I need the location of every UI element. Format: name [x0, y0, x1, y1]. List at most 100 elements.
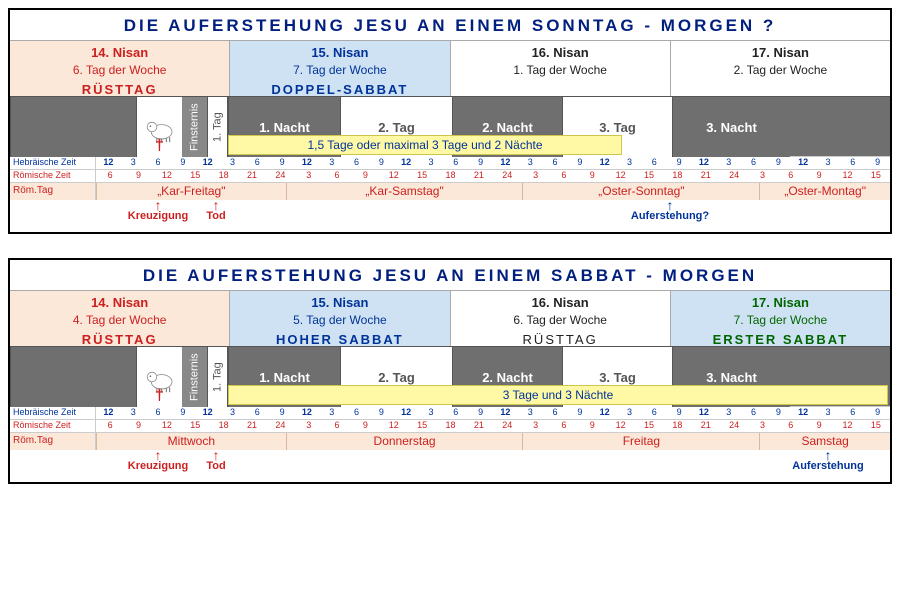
arrow-up-icon: ↑: [128, 200, 189, 210]
time-row-label: Römische Zeit: [10, 170, 96, 182]
time-cell: 6: [146, 407, 171, 419]
roem-tag-row: Röm.Tag„Kar-Freitag"„Kar-Samstag"„Oster-…: [10, 182, 890, 200]
nisan-date: 17. Nisan: [671, 294, 890, 312]
days-header: 14. Nisan 4. Tag der Woche RÜSTTAG15. Ni…: [10, 290, 890, 346]
event-marker: ↑Auferstehung: [792, 450, 864, 472]
nisan-date: 15. Nisan: [230, 44, 449, 62]
time-cell: 24: [720, 420, 748, 432]
event-marker: ↑Tod: [206, 200, 225, 222]
weekday-sub: 4. Tag der Woche: [10, 312, 229, 329]
time-cell: 9: [667, 407, 692, 419]
marker-row: ↑Kreuzigung↑Tod↑Auferstehung?: [10, 200, 890, 232]
time-cell: 24: [266, 170, 294, 182]
time-cell: 9: [351, 170, 379, 182]
timeline-panel: DIE AUFERSTEHUNG JESU AN EINEM SONNTAG -…: [8, 8, 892, 234]
time-cell: 12: [295, 407, 320, 419]
marker-label: Tod: [206, 210, 225, 222]
time-cell: 3: [518, 157, 543, 169]
time-cell: 9: [468, 407, 493, 419]
weekday-sub: 1. Tag der Woche: [451, 62, 670, 79]
time-cell: 6: [840, 157, 865, 169]
time-cell: 3: [319, 407, 344, 419]
time-cell: 3: [617, 157, 642, 169]
day-header: 16. Nisan 1. Tag der Woche: [450, 41, 670, 96]
time-cell: 9: [124, 170, 152, 182]
roem-day: Donnerstag: [286, 433, 523, 450]
nisan-date: 14. Nisan: [10, 294, 229, 312]
roman-time-row: Römische Zeit691215182124369121518212436…: [10, 419, 890, 432]
marker-label: Tod: [206, 460, 225, 472]
time-cell: 6: [323, 420, 351, 432]
timeline-strip: †Finsternis1. Tag1. Nacht2. Tag2. Nacht3…: [10, 96, 890, 156]
roem-day: „Kar-Freitag": [96, 183, 286, 200]
time-cell: 24: [720, 170, 748, 182]
time-cell: 6: [543, 407, 568, 419]
segment-fins: Finsternis: [182, 347, 208, 407]
time-cell: 12: [493, 407, 518, 419]
segment-tag1: 1. Tag: [208, 97, 228, 157]
time-cell: 12: [592, 407, 617, 419]
time-cell: 6: [96, 170, 124, 182]
weekday-sub: 6. Tag der Woche: [451, 312, 670, 329]
time-cell: 3: [716, 407, 741, 419]
time-cell: 24: [493, 420, 521, 432]
time-cell: 9: [578, 420, 606, 432]
days-header: 14. Nisan 6. Tag der Woche RÜSTTAG15. Ni…: [10, 40, 890, 96]
time-cell: 9: [369, 157, 394, 169]
time-cell: 6: [323, 170, 351, 182]
event-marker: ↑Kreuzigung: [128, 450, 189, 472]
weekday-sub: 5. Tag der Woche: [230, 312, 449, 329]
time-cell: 3: [121, 407, 146, 419]
time-cell: 15: [862, 420, 890, 432]
time-cell: 6: [443, 407, 468, 419]
panel-title: DIE AUFERSTEHUNG JESU AN EINEM SONNTAG -…: [10, 10, 890, 40]
time-cell: 6: [550, 420, 578, 432]
time-cell: 12: [791, 407, 816, 419]
arrow-up-icon: ↑: [128, 450, 189, 460]
time-cell: 3: [521, 420, 549, 432]
time-cell: 12: [493, 157, 518, 169]
day-header: 16. Nisan 6. Tag der Woche RÜSTTAG: [450, 291, 670, 346]
time-cell: 12: [606, 420, 634, 432]
time-cell: 12: [195, 157, 220, 169]
roem-tag-row: Röm.TagMittwochDonnerstagFreitagSamstag: [10, 432, 890, 450]
time-cell: 3: [220, 407, 245, 419]
time-cell: 21: [465, 420, 493, 432]
time-cell: 6: [550, 170, 578, 182]
arrow-up-icon: ↑: [206, 200, 225, 210]
time-cell: 3: [319, 157, 344, 169]
panel-title: DIE AUFERSTEHUNG JESU AN EINEM SABBAT - …: [10, 260, 890, 290]
time-cell: 12: [692, 157, 717, 169]
weekday-sub: 6. Tag der Woche: [10, 62, 229, 79]
time-cell: 18: [209, 420, 237, 432]
weekday-sub: 7. Tag der Woche: [230, 62, 449, 79]
roem-day: „Kar-Samstag": [286, 183, 523, 200]
time-cell: 9: [170, 157, 195, 169]
cross-icon: †: [155, 387, 164, 405]
time-cell: 3: [220, 157, 245, 169]
day-header: 17. Nisan 7. Tag der Woche ERSTER SABBAT: [670, 291, 890, 346]
hebrew-time-row: Hebräische Zeit1236912369123691236912369…: [10, 406, 890, 419]
time-cell: 6: [543, 157, 568, 169]
time-cell: 9: [170, 407, 195, 419]
time-cell: 6: [344, 407, 369, 419]
time-cell: 12: [96, 157, 121, 169]
time-cell: 6: [245, 407, 270, 419]
time-cell: 15: [635, 420, 663, 432]
time-cell: 3: [748, 420, 776, 432]
time-cell: 9: [468, 157, 493, 169]
time-cell: 9: [124, 420, 152, 432]
marker-label: Auferstehung?: [631, 210, 709, 222]
timeline-strip: †Finsternis1. Tag1. Nacht2. Tag2. Nacht3…: [10, 346, 890, 406]
time-cell: 6: [642, 157, 667, 169]
time-cell: 6: [146, 157, 171, 169]
time-cell: 6: [777, 420, 805, 432]
time-cell: 21: [238, 420, 266, 432]
time-cell: 18: [436, 420, 464, 432]
nisan-date: 16. Nisan: [451, 44, 670, 62]
time-cell: 9: [805, 170, 833, 182]
time-cell: 21: [238, 170, 266, 182]
time-cell: 9: [865, 157, 890, 169]
segment-dark: [10, 347, 136, 407]
segment-tag1: 1. Tag: [208, 347, 228, 407]
